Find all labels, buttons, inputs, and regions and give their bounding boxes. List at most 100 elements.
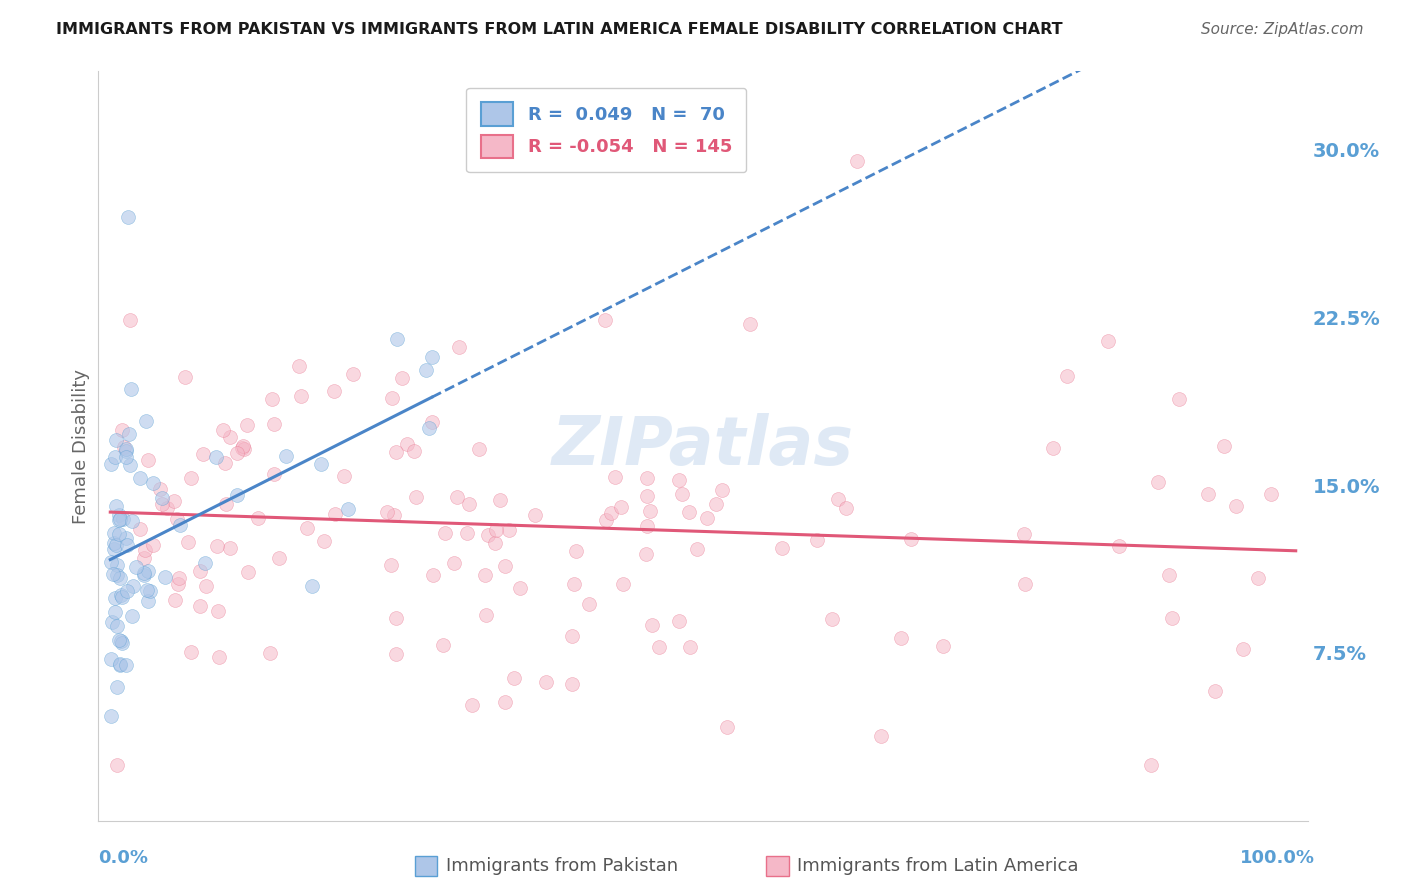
Point xyxy=(405,490,427,504)
Point xyxy=(301,579,323,593)
Point xyxy=(636,489,658,503)
Point xyxy=(114,531,136,545)
Point xyxy=(696,511,718,525)
Point xyxy=(420,415,443,429)
Point xyxy=(1213,439,1236,453)
Point xyxy=(169,518,191,533)
Point xyxy=(612,577,634,591)
Point xyxy=(560,677,582,691)
Point xyxy=(333,468,356,483)
Point xyxy=(232,439,254,453)
Point xyxy=(342,367,364,381)
Point xyxy=(226,446,249,460)
Point xyxy=(110,633,132,648)
Point xyxy=(494,695,516,709)
Point xyxy=(121,608,143,623)
Point xyxy=(391,371,413,385)
Point xyxy=(132,551,155,566)
Point xyxy=(820,612,842,626)
Point xyxy=(166,512,188,526)
Point xyxy=(503,671,526,685)
Point xyxy=(380,558,402,572)
Point xyxy=(120,313,142,327)
Point xyxy=(104,605,127,619)
Point xyxy=(740,317,762,331)
Point xyxy=(112,512,135,526)
Point xyxy=(402,443,425,458)
Point xyxy=(129,471,152,485)
Point xyxy=(498,523,520,537)
Point xyxy=(716,720,738,734)
Point xyxy=(890,631,912,645)
Point xyxy=(1247,571,1270,585)
Point xyxy=(121,514,143,528)
Point xyxy=(290,389,312,403)
Point xyxy=(686,541,709,556)
Point xyxy=(134,567,156,582)
Point xyxy=(115,538,138,552)
Point xyxy=(375,505,398,519)
Point xyxy=(108,527,131,541)
Point xyxy=(207,650,229,665)
Point xyxy=(297,521,319,535)
Point xyxy=(105,433,128,447)
Point xyxy=(595,313,617,327)
Point xyxy=(523,508,546,523)
Point xyxy=(177,535,200,549)
Point xyxy=(262,392,284,407)
Point xyxy=(110,588,132,602)
Point xyxy=(1204,683,1226,698)
Point xyxy=(120,382,142,396)
Point xyxy=(380,392,402,406)
Point xyxy=(108,512,131,526)
Point xyxy=(311,457,333,471)
Point xyxy=(174,369,197,384)
Point xyxy=(135,414,157,428)
Point xyxy=(1097,334,1119,349)
Point xyxy=(1014,576,1036,591)
Point xyxy=(188,564,211,578)
Point xyxy=(105,757,128,772)
Point xyxy=(134,566,156,581)
Point xyxy=(115,442,138,456)
Point xyxy=(1056,368,1078,383)
Point xyxy=(770,541,793,555)
Point xyxy=(108,508,131,522)
Text: Immigrants from Pakistan: Immigrants from Pakistan xyxy=(446,857,678,875)
Point xyxy=(443,556,465,570)
Point xyxy=(274,449,297,463)
Point xyxy=(142,476,165,491)
Point xyxy=(153,569,176,583)
Point xyxy=(595,513,617,527)
Point xyxy=(494,559,516,574)
Point xyxy=(474,567,496,582)
Point xyxy=(214,456,236,470)
Point xyxy=(599,506,621,520)
Point xyxy=(117,427,139,442)
Text: Source: ZipAtlas.com: Source: ZipAtlas.com xyxy=(1201,22,1364,37)
Point xyxy=(1108,539,1130,553)
Point xyxy=(101,567,124,582)
Point xyxy=(605,470,627,484)
Point xyxy=(103,542,125,557)
Point xyxy=(236,418,259,433)
Point xyxy=(115,444,138,458)
Text: IMMIGRANTS FROM PAKISTAN VS IMMIGRANTS FROM LATIN AMERICA FEMALE DISABILITY CORR: IMMIGRANTS FROM PAKISTAN VS IMMIGRANTS F… xyxy=(56,22,1063,37)
Y-axis label: Female Disability: Female Disability xyxy=(72,368,90,524)
Point xyxy=(150,491,173,506)
Point xyxy=(846,153,869,168)
Point xyxy=(118,458,141,472)
Point xyxy=(100,709,122,723)
Point xyxy=(105,619,128,633)
Point xyxy=(678,505,700,519)
Point xyxy=(188,599,211,613)
Point xyxy=(827,492,849,507)
Point xyxy=(534,675,557,690)
Point xyxy=(432,638,454,652)
Point xyxy=(668,614,690,628)
Point xyxy=(312,533,335,548)
Point xyxy=(103,535,125,549)
Point xyxy=(434,526,457,541)
Point xyxy=(211,423,233,437)
Point xyxy=(115,450,138,464)
